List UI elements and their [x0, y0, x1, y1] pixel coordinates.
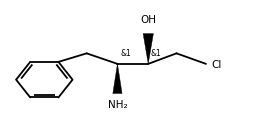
Text: &1: &1 [150, 49, 161, 58]
Polygon shape [113, 64, 122, 93]
Text: &1: &1 [120, 49, 131, 58]
Text: NH₂: NH₂ [108, 100, 127, 110]
Text: Cl: Cl [211, 60, 221, 70]
Polygon shape [143, 34, 153, 64]
Text: OH: OH [140, 15, 156, 25]
